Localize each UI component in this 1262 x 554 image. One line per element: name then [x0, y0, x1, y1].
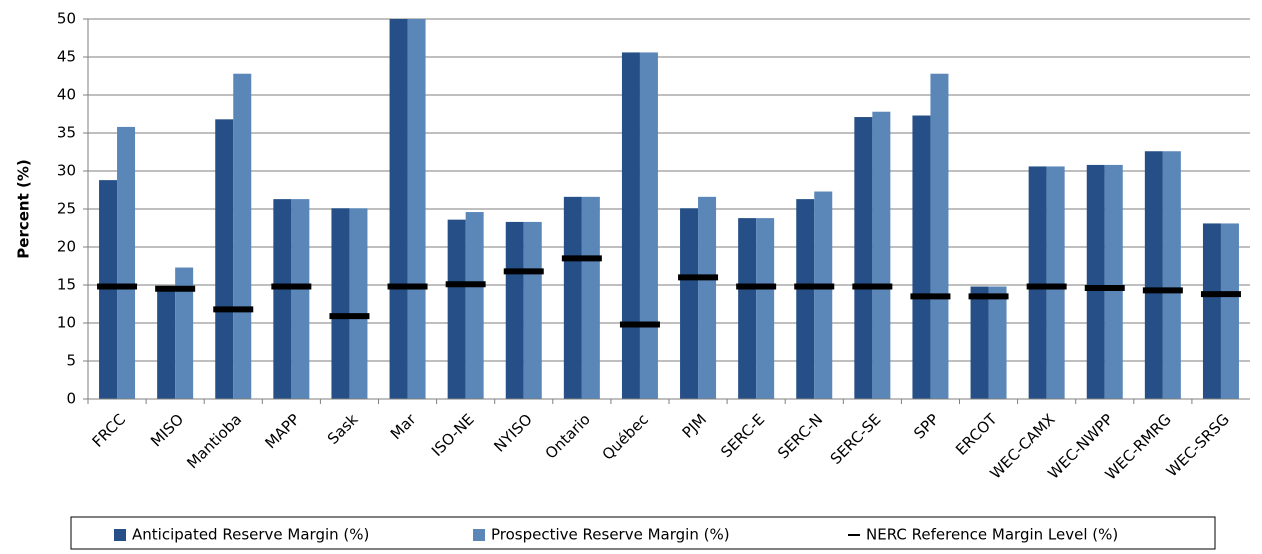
- bar: [738, 218, 757, 399]
- x-tick-label: SPP: [910, 410, 942, 442]
- y-tick-label: 45: [57, 48, 76, 66]
- bar: [291, 199, 310, 399]
- bar: [215, 119, 234, 399]
- legend-swatch: [473, 529, 485, 541]
- x-tick-label: MAPP: [261, 410, 303, 452]
- x-tick-label: WEC-SRSG: [1163, 410, 1233, 480]
- x-tick-label: NYISO: [490, 410, 535, 455]
- bar: [680, 208, 699, 399]
- bar: [988, 286, 1007, 399]
- bar: [1162, 151, 1181, 399]
- bar: [1202, 223, 1221, 399]
- x-tick-label: Mar: [387, 410, 420, 443]
- bar: [581, 196, 600, 399]
- legend-label: Prospective Reserve Margin (%): [491, 526, 730, 544]
- bar: [1028, 166, 1047, 399]
- bar: [814, 191, 833, 399]
- bar: [157, 288, 176, 399]
- bar: [1046, 166, 1065, 399]
- bar: [505, 221, 524, 399]
- bar: [349, 208, 368, 399]
- y-tick-label: 35: [57, 124, 76, 142]
- y-tick-label: 5: [66, 352, 76, 370]
- bar: [563, 196, 582, 399]
- bar: [872, 111, 891, 399]
- bar: [117, 126, 136, 400]
- bar: [912, 115, 931, 400]
- x-tick-label: FRCC: [89, 410, 129, 450]
- bar: [273, 199, 292, 399]
- bar: [1086, 164, 1105, 399]
- bar: [970, 286, 989, 399]
- x-tick-label: ISO-NE: [428, 410, 478, 460]
- y-tick-label: 0: [66, 390, 76, 408]
- y-tick-label: 25: [57, 200, 76, 218]
- bar: [796, 199, 815, 399]
- bar: [639, 52, 658, 399]
- x-tick-label: SERC-E: [717, 410, 768, 461]
- bar: [465, 212, 484, 399]
- bar: [389, 19, 408, 399]
- x-tick-label: Ontario: [542, 410, 594, 462]
- x-tick-label: SERC-N: [774, 410, 826, 462]
- bar: [99, 180, 118, 399]
- y-axis-label: Percent (%): [15, 159, 33, 258]
- x-tick-label: MISO: [147, 410, 187, 450]
- y-tick-label: 30: [57, 162, 76, 180]
- legend-label: NERC Reference Margin Level (%): [866, 526, 1118, 544]
- bar: [1220, 223, 1239, 399]
- bar: [331, 208, 350, 399]
- bar: [1144, 151, 1163, 399]
- x-tick-label: PJM: [679, 410, 710, 441]
- bar: [698, 196, 717, 399]
- bar: [621, 52, 640, 399]
- bar: [447, 219, 466, 399]
- bar: [1104, 164, 1123, 399]
- y-tick-label: 20: [57, 238, 76, 256]
- y-tick-label: 50: [57, 10, 76, 28]
- x-tick-label: Mantioba: [183, 410, 245, 472]
- x-tick-label: SERC-SE: [827, 410, 885, 468]
- bar: [523, 221, 542, 399]
- bar: [175, 267, 194, 399]
- bar: [407, 19, 426, 399]
- y-tick-label: 10: [57, 314, 76, 332]
- bar: [854, 117, 873, 399]
- bar: [233, 73, 252, 399]
- y-tick-label: 40: [57, 86, 76, 104]
- legend-swatch: [114, 529, 126, 541]
- legend-box: [70, 516, 1216, 550]
- x-tick-label: Québec: [599, 410, 652, 463]
- x-tick-label: Sask: [324, 410, 362, 448]
- x-tick-label: ERCOT: [952, 410, 1001, 459]
- y-tick-label: 15: [57, 276, 76, 294]
- bar: [756, 218, 775, 399]
- legend-label: Anticipated Reserve Margin (%): [132, 526, 369, 544]
- bar: [930, 73, 949, 399]
